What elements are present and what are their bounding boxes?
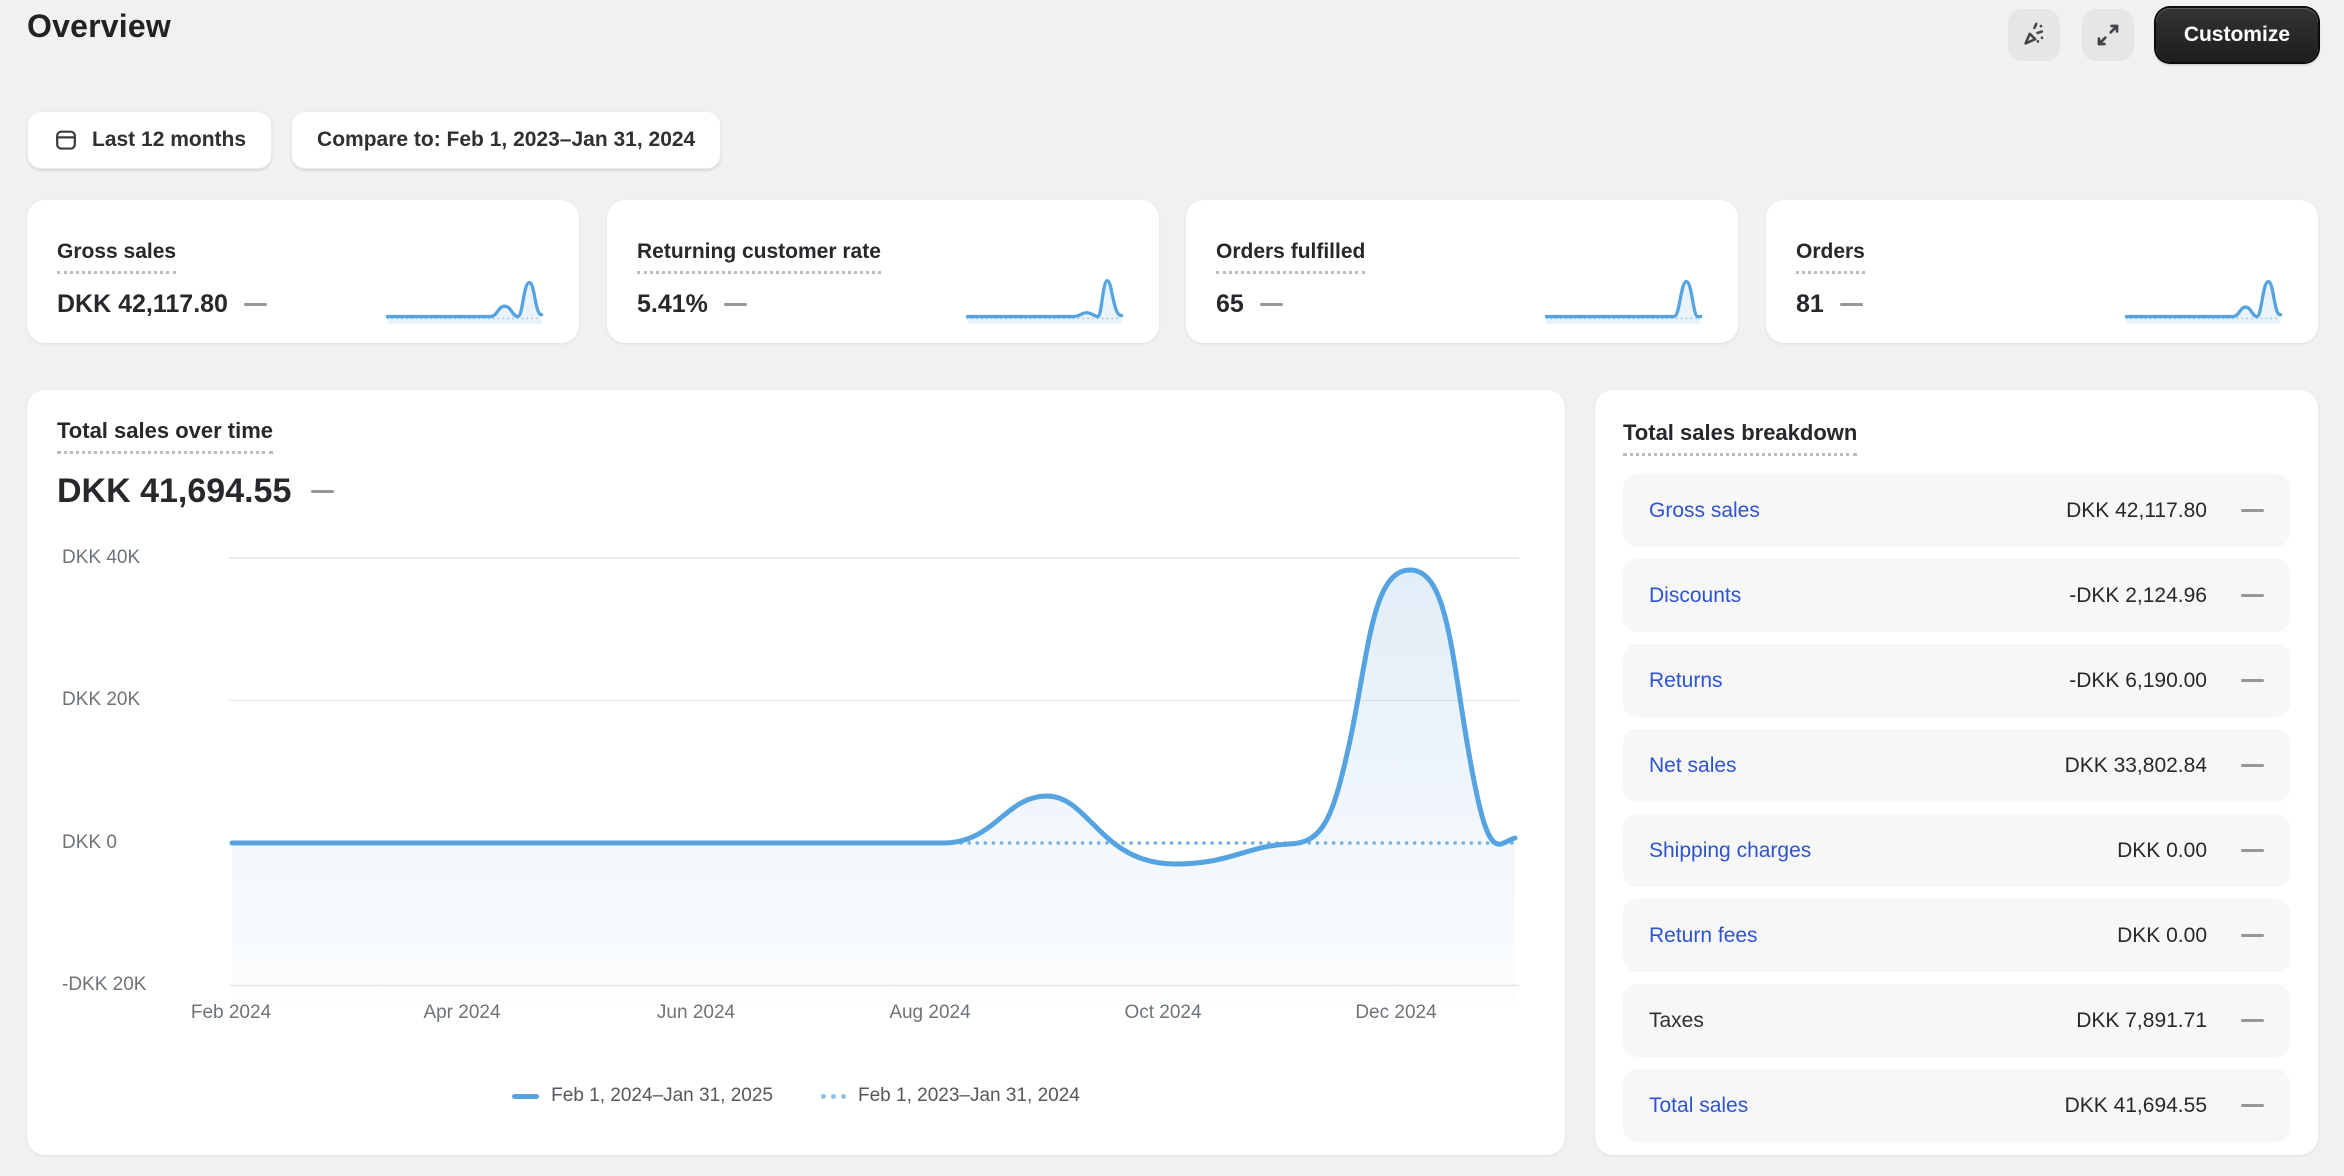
no-change-indicator [2241,679,2264,682]
date-range-button[interactable]: Last 12 months [27,111,273,169]
breakdown-value: DKK 0.00 [2117,923,2207,947]
compare-to-button[interactable]: Compare to: Feb 1, 2023–Jan 31, 2024 [291,111,722,169]
expand-button[interactable] [2081,9,2134,61]
chart-legend: Feb 1, 2024–Jan 31, 2025 Feb 1, 2023–Jan… [27,1085,1565,1107]
no-change-indicator [1839,303,1863,306]
breakdown-row-gross-sales: Gross sales DKK 42,117.80 [1623,474,2290,547]
no-change-indicator [1259,303,1283,306]
breakdown-value: -DKK 6,190.00 [2069,668,2207,692]
metric-card-orders-fulfilled[interactable]: Orders fulfilled 65 [1186,200,1738,343]
y-axis-tick: -DKK 20K [62,974,147,995]
sparkline-chart [383,274,547,331]
legend-previous-period: Feb 1, 2023–Jan 31, 2024 [821,1085,1080,1107]
legend-label: Feb 1, 2024–Jan 31, 2025 [551,1085,773,1106]
metric-title[interactable]: Orders [1796,240,1865,274]
no-change-indicator [2241,849,2264,852]
breakdown-link[interactable]: Return fees [1649,923,1758,947]
x-axis-tick: Feb 2024 [190,1002,272,1023]
no-change-indicator [2241,594,2264,597]
customize-button[interactable]: Customize [2155,8,2318,62]
breakdown-value: DKK 33,802.84 [2064,753,2207,777]
breakdown-link[interactable]: Gross sales [1649,498,1760,522]
metric-card-gross-sales[interactable]: Gross sales DKK 42,117.80 [27,200,579,343]
breakdown-value: DKK 42,117.80 [2066,498,2207,522]
y-axis-tick: DKK 40K [62,547,141,568]
no-change-indicator [2241,764,2264,767]
x-axis-tick: Oct 2024 [1124,1002,1202,1023]
metric-value: 65 [1216,290,1244,318]
chart-title[interactable]: Total sales over time [57,418,274,454]
total-sales-breakdown-card: Total sales breakdown Gross sales DKK 42… [1595,390,2318,1155]
breakdown-label: Taxes [1649,1008,1704,1032]
breakdown-title[interactable]: Total sales breakdown [1623,420,1858,456]
breakdown-row-taxes: Taxes DKK 7,891.71 [1623,984,2290,1057]
metric-title[interactable]: Returning customer rate [637,240,881,274]
chart-total-value: DKK 41,694.55 [57,472,292,510]
no-change-indicator [2241,509,2264,512]
no-change-indicator [2241,1104,2264,1107]
compare-to-label: Compare to: Feb 1, 2023–Jan 31, 2024 [317,128,696,151]
breakdown-row-return-fees: Return fees DKK 0.00 [1623,899,2290,972]
metric-value: DKK 42,117.80 [57,290,228,318]
no-change-indicator [243,303,267,306]
sparkline-chart [963,274,1127,331]
metric-title[interactable]: Orders fulfilled [1216,240,1366,274]
x-axis-tick: Jun 2024 [656,1002,736,1023]
page-title: Overview [27,8,171,44]
magic-button[interactable] [2007,9,2060,61]
metric-title[interactable]: Gross sales [57,240,177,274]
sparkline-chart [1542,274,1706,331]
metric-card-orders[interactable]: Orders 81 [1766,200,2318,343]
legend-label: Feb 1, 2023–Jan 31, 2024 [858,1085,1080,1106]
dotted-line-swatch [821,1093,846,1099]
y-axis-tick: DKK 0 [62,832,117,853]
metric-card-returning-customer-rate[interactable]: Returning customer rate 5.41% [607,200,1159,343]
no-change-indicator [723,303,747,306]
breakdown-link[interactable]: Total sales [1649,1093,1749,1117]
breakdown-link[interactable]: Discounts [1649,583,1742,607]
breakdown-row-returns: Returns -DKK 6,190.00 [1623,644,2290,717]
total-sales-chart-card: Total sales over time DKK 41,694.55 DKK … [27,390,1565,1155]
x-axis-tick: Dec 2024 [1355,1002,1437,1023]
date-range-label: Last 12 months [92,128,247,151]
no-change-indicator [2241,934,2264,937]
breakdown-row-shipping-charges: Shipping charges DKK 0.00 [1623,814,2290,887]
x-axis-tick: Apr 2024 [423,1002,501,1023]
y-axis-tick: DKK 20K [62,689,141,710]
breakdown-link[interactable]: Shipping charges [1649,838,1812,862]
breakdown-value: DKK 7,891.71 [2076,1008,2207,1032]
breakdown-row-net-sales: Net sales DKK 33,802.84 [1623,729,2290,802]
solid-line-swatch [512,1093,540,1099]
x-axis-tick: Aug 2024 [889,1002,971,1023]
magic-icon [2019,20,2049,50]
breakdown-row-discounts: Discounts -DKK 2,124.96 [1623,559,2290,632]
metric-value: 81 [1796,290,1824,318]
breakdown-row-total-sales: Total sales DKK 41,694.55 [1623,1069,2290,1142]
breakdown-value: DKK 41,694.55 [2064,1093,2207,1117]
legend-current-period: Feb 1, 2024–Jan 31, 2025 [512,1085,773,1107]
breakdown-rows: Gross sales DKK 42,117.80 Discounts -DKK… [1623,474,2290,1142]
calendar-icon [53,127,79,153]
no-change-indicator [311,490,335,493]
sparkline-chart [2122,274,2286,331]
filter-row: Last 12 months Compare to: Feb 1, 2023–J… [27,111,722,169]
total-sales-line-chart[interactable] [227,550,1527,1010]
breakdown-link[interactable]: Returns [1649,668,1723,692]
expand-icon [2093,20,2123,50]
metric-value: 5.41% [637,290,708,318]
header-actions: Customize [2007,8,2318,62]
breakdown-link[interactable]: Net sales [1649,753,1737,777]
breakdown-value: DKK 0.00 [2117,838,2207,862]
breakdown-value: -DKK 2,124.96 [2069,583,2207,607]
no-change-indicator [2241,1019,2264,1022]
